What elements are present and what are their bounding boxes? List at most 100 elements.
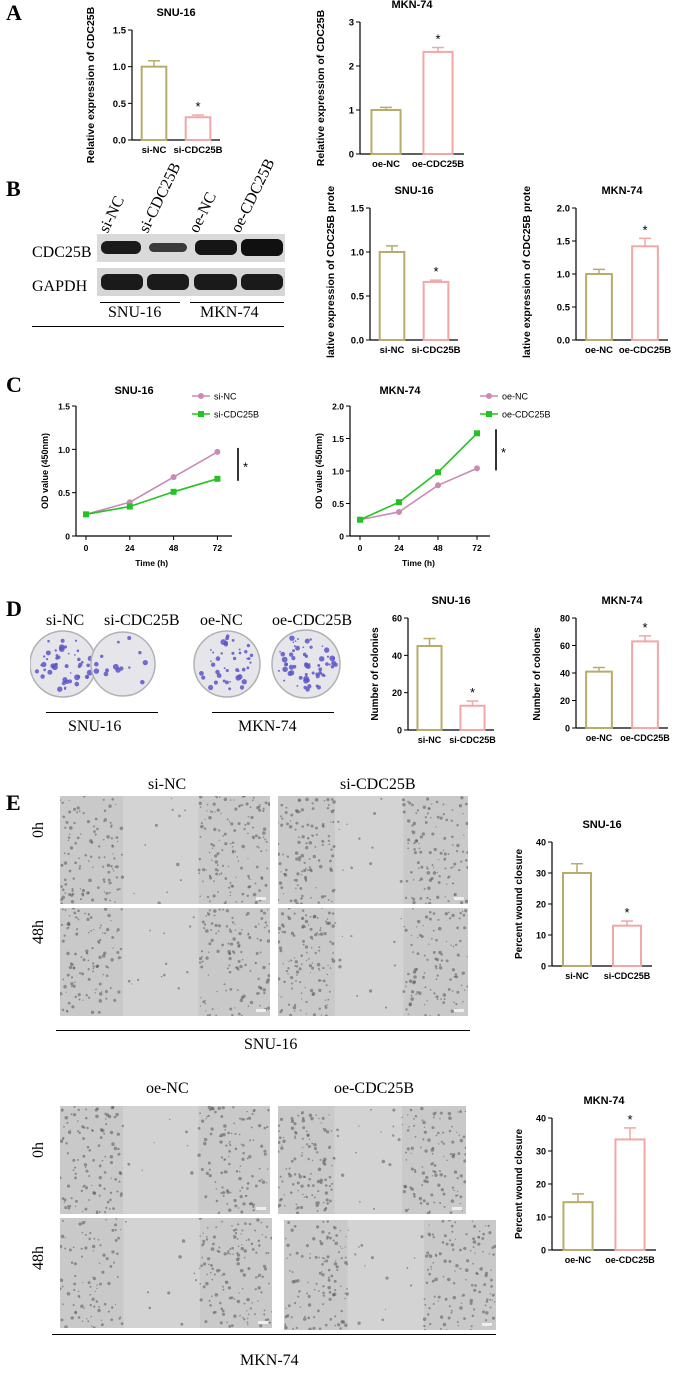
y-tick-label: 10 [536, 1213, 546, 1223]
y-axis-label: Relative expression of CDC25B [85, 6, 97, 163]
chart-title: MKN-74 [602, 595, 644, 607]
cell-texture [278, 796, 468, 904]
colony-dot [241, 679, 247, 685]
y-tick-label: 1.5 [58, 402, 70, 412]
colony-dot [210, 660, 212, 663]
y-tick-label: 0 [541, 962, 546, 972]
wound-col-label: oe-NC [146, 1080, 189, 1097]
y-tick-label: 2.0 [332, 402, 344, 412]
y-tick-label: 1.5 [557, 237, 571, 248]
y-axis-label: Percent wound closure [514, 1129, 525, 1239]
y-tick-label: 40 [536, 838, 546, 848]
y-tick-label: 3 [349, 18, 354, 29]
y-tick-label: 1.5 [351, 204, 365, 215]
data-point [126, 503, 133, 510]
plate-label: oe-NC [200, 612, 243, 629]
cell-texture [284, 1220, 496, 1330]
bar [612, 924, 642, 967]
y-tick-label: 0.5 [58, 488, 70, 498]
chart-title: SNU-16 [114, 385, 153, 397]
band [147, 274, 189, 290]
y-tick-label: 0.5 [113, 99, 127, 110]
colony-dot [55, 653, 59, 657]
wound-gap [347, 1220, 424, 1330]
colony-dot [318, 656, 325, 662]
plate-group-label: SNU-16 [68, 718, 122, 735]
colony-dot [74, 654, 76, 656]
colony-dot [241, 667, 246, 672]
colony-dot [279, 650, 281, 653]
wound-col-label: si-CDC25B [340, 776, 416, 793]
plate-label: oe-CDC25B [272, 612, 352, 629]
colony-dot [225, 634, 230, 638]
bar [370, 109, 402, 155]
colony-dot [315, 684, 319, 688]
colony-dot [63, 645, 68, 649]
culture-plate [90, 631, 156, 697]
colony-dot [249, 661, 252, 664]
blot-lane-label: si-NC [96, 193, 129, 236]
x-tick-label: 48 [169, 543, 179, 553]
wound-row-label: 48h [30, 1246, 47, 1270]
data-point [396, 508, 402, 515]
y-tick-label: 0.5 [351, 292, 365, 303]
plate-label: si-NC [46, 612, 85, 629]
colony-dot [231, 638, 235, 642]
colony-dot [246, 643, 251, 648]
colony-dot [277, 669, 280, 672]
x-tick-label: si-NC [380, 345, 405, 356]
colony-dot [229, 680, 231, 683]
y-tick-label: 40 [536, 1114, 546, 1124]
chart-title: SNU-16 [394, 186, 433, 197]
x-tick-label: 24 [125, 543, 135, 553]
colony-dot [289, 635, 295, 641]
bar [422, 280, 450, 341]
colony-dot [325, 662, 329, 666]
bar [585, 273, 613, 341]
wound-col-label: oe-CDC25B [334, 1080, 414, 1097]
colony-dot [329, 655, 336, 662]
significance-mark: * [433, 264, 438, 279]
wound-group-label: MKN-74 [240, 1352, 299, 1369]
chart-b2: MKN-74 Relative expression of CDC25B prot… [521, 186, 671, 358]
y-tick-label: 0.5 [332, 499, 344, 509]
panel-letter-b: B [6, 176, 21, 201]
data-point [170, 488, 177, 495]
colony-dot [61, 681, 66, 686]
significance-mark: * [642, 620, 647, 635]
colony-dot [210, 649, 212, 651]
colony-dot [239, 685, 245, 690]
colony-dot [315, 674, 320, 679]
colony-dot [45, 658, 49, 661]
colony-dot [307, 684, 312, 689]
colony-dot [105, 668, 110, 673]
colony-dot [63, 687, 67, 691]
y-tick-label: 20 [392, 688, 402, 698]
colony-dot [57, 686, 63, 692]
colony-dot [225, 668, 229, 673]
colony-dot [69, 672, 72, 674]
colony-dot [303, 677, 309, 684]
y-tick-label: 0 [541, 1246, 546, 1256]
legend-label: si-NC [214, 392, 237, 402]
series-line [85, 478, 218, 516]
bar [562, 872, 592, 967]
wound-gap [335, 796, 404, 904]
significance-mark: * [642, 222, 647, 237]
plate-label: si-CDC25B [104, 612, 180, 629]
x-tick-label: si-CDC25B [604, 971, 651, 981]
colony-dot [292, 641, 295, 644]
y-tick-label: 80 [560, 614, 570, 624]
data-point [435, 482, 441, 489]
scale-bar [256, 1009, 266, 1012]
blot-group-label: MKN-74 [200, 304, 259, 321]
colony-dot [237, 669, 240, 672]
significance-mark: * [470, 685, 475, 700]
cell-texture [60, 908, 270, 1016]
group-underline [56, 1030, 470, 1031]
data-point [83, 511, 89, 518]
wound-image [278, 1106, 466, 1214]
y-tick-label: 0 [349, 150, 354, 161]
x-tick-label: 0 [358, 543, 363, 553]
bar [184, 116, 212, 142]
